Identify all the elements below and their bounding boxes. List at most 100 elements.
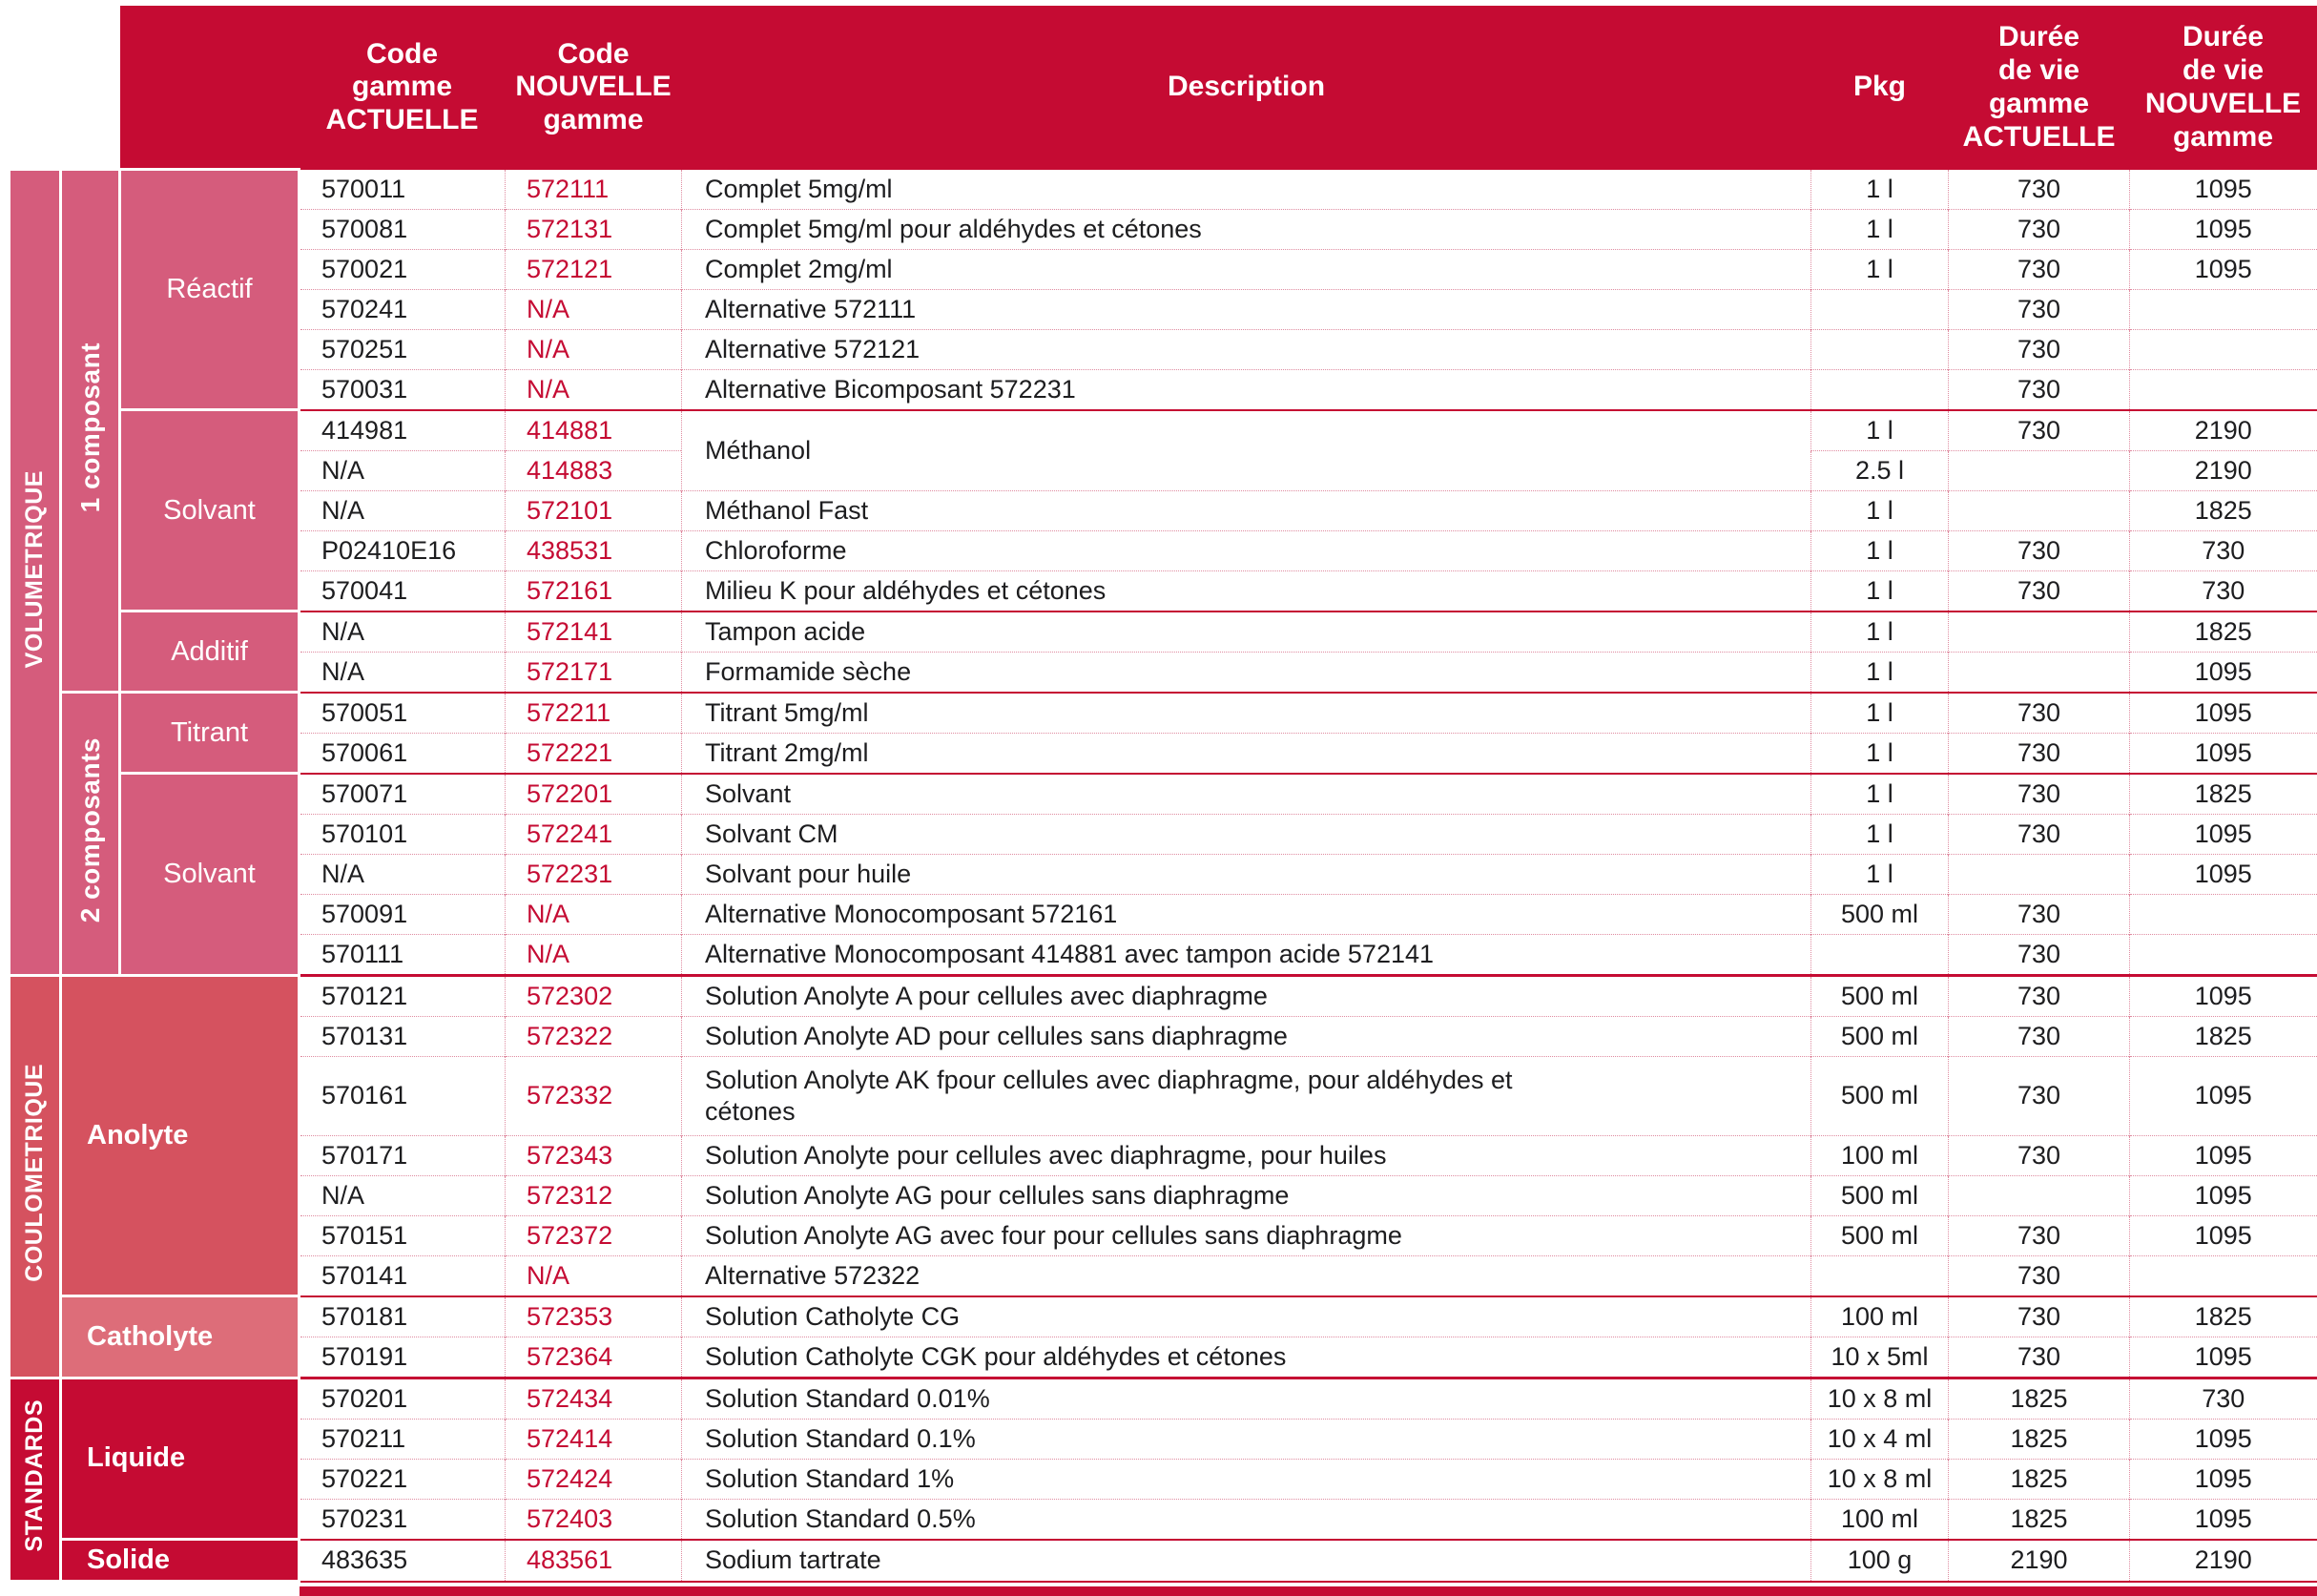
cell-description: Solution Anolyte AD pour cellules sans d… (682, 1016, 1811, 1056)
group-label-text: 2 composants (75, 737, 106, 922)
cell-description: Solution Standard 1% (682, 1459, 1811, 1499)
cell-duree-nouvelle: 1095 (2130, 1215, 2317, 1255)
cell-duree-nouvelle: 1825 (2130, 774, 2317, 815)
cell-description: Complet 2mg/ml (682, 249, 1811, 289)
cell-pkg: 10 x 5ml (1811, 1337, 1949, 1378)
cell-pkg: 1 l (1811, 490, 1949, 530)
cell-description: Alternative Bicomposant 572231 (682, 369, 1811, 410)
cell-duree-actuelle: 730 (1949, 814, 2130, 854)
cell-pkg: 1 l (1811, 530, 1949, 570)
cell-code-actuelle: 570221 (300, 1459, 506, 1499)
cell-code-actuelle: N/A (300, 652, 506, 693)
cell-duree-actuelle: 1825 (1949, 1499, 2130, 1540)
cell-duree-nouvelle: 1095 (2130, 209, 2317, 249)
cell-duree-nouvelle: 1825 (2130, 1296, 2317, 1337)
cell-pkg: 1 l (1811, 774, 1949, 815)
cell-duree-actuelle: 730 (1949, 693, 2130, 734)
col-header-duree-actuelle: Durée de vie gamme ACTUELLE (1949, 6, 2130, 170)
cell-description: Alternative 572111 (682, 289, 1811, 329)
cell-pkg: 500 ml (1811, 894, 1949, 934)
cell-description: Chloroforme (682, 530, 1811, 570)
cell-duree-actuelle: 730 (1949, 170, 2130, 210)
cell-description: Titrant 5mg/ml (682, 693, 1811, 734)
cell-code-nouvelle: 483561 (506, 1540, 682, 1582)
section-label-volumetrique: VOLUMETRIQUE (10, 170, 61, 976)
cell-duree-nouvelle (2130, 894, 2317, 934)
cell-duree-nouvelle: 1095 (2130, 249, 2317, 289)
cell-duree-nouvelle: 1095 (2130, 652, 2317, 693)
cell-description: Solution Standard 0.01% (682, 1378, 1811, 1419)
cell-code-nouvelle: 572161 (506, 570, 682, 611)
cell-code-actuelle: 414981 (300, 410, 506, 451)
cell-code-nouvelle: N/A (506, 894, 682, 934)
cell-pkg: 100 ml (1811, 1135, 1949, 1175)
cell-code-actuelle: 570041 (300, 570, 506, 611)
cell-code-actuelle: 570071 (300, 774, 506, 815)
cell-duree-actuelle: 730 (1949, 570, 2130, 611)
cell-duree-actuelle (1949, 611, 2130, 653)
cell-duree-nouvelle: 1095 (2130, 1459, 2317, 1499)
cell-description: Solution Standard 0.5% (682, 1499, 1811, 1540)
cell-code-actuelle: 570131 (300, 1016, 506, 1056)
cell-pkg: 10 x 4 ml (1811, 1419, 1949, 1459)
cell-code-actuelle: 570101 (300, 814, 506, 854)
cell-duree-actuelle (1949, 1175, 2130, 1215)
footer-bar-left (10, 1586, 300, 1596)
cell-code-nouvelle: N/A (506, 369, 682, 410)
cell-code-nouvelle: 572171 (506, 652, 682, 693)
cell-code-actuelle: 570011 (300, 170, 506, 210)
cell-pkg: 500 ml (1811, 1016, 1949, 1056)
cell-description: Milieu K pour aldéhydes et cétones (682, 570, 1811, 611)
cell-code-actuelle: 570141 (300, 1255, 506, 1296)
type-label-additif: Additif (120, 611, 300, 693)
cell-description: Solution Catholyte CGK pour aldéhydes et… (682, 1337, 1811, 1378)
cell-duree-actuelle: 730 (1949, 289, 2130, 329)
cell-duree-actuelle: 730 (1949, 774, 2130, 815)
cell-duree-actuelle: 2190 (1949, 1540, 2130, 1582)
cell-code-nouvelle: 572343 (506, 1135, 682, 1175)
cell-code-nouvelle: 414883 (506, 450, 682, 490)
cell-description: Solvant (682, 774, 1811, 815)
cell-duree-nouvelle: 1095 (2130, 1056, 2317, 1135)
cell-duree-nouvelle (2130, 369, 2317, 410)
cell-description: Solution Catholyte CG (682, 1296, 1811, 1337)
cell-pkg: 1 l (1811, 733, 1949, 774)
cell-duree-actuelle: 730 (1949, 733, 2130, 774)
cell-code-nouvelle: 572364 (506, 1337, 682, 1378)
cell-duree-actuelle: 730 (1949, 369, 2130, 410)
col-header-description: Description (682, 6, 1811, 170)
cell-duree-actuelle (1949, 490, 2130, 530)
cell-code-nouvelle: 572201 (506, 774, 682, 815)
cell-description: Solution Anolyte AK fpour cellules avec … (682, 1056, 1811, 1135)
cell-code-nouvelle: 572312 (506, 1175, 682, 1215)
cell-code-actuelle: 570241 (300, 289, 506, 329)
cell-pkg: 1 l (1811, 814, 1949, 854)
section-label-text: COULOMETRIQUE (21, 1064, 49, 1282)
col-header-code-actuelle: Code gamme ACTUELLE (300, 6, 506, 170)
cell-description: Alternative Monocomposant 572161 (682, 894, 1811, 934)
cell-description: Formamide sèche (682, 652, 1811, 693)
cell-pkg: 10 x 8 ml (1811, 1459, 1949, 1499)
cell-duree-nouvelle: 1095 (2130, 1175, 2317, 1215)
cell-code-actuelle: N/A (300, 1175, 506, 1215)
cell-code-actuelle: 570201 (300, 1378, 506, 1419)
type-label-solide: Solide (61, 1540, 300, 1582)
cell-duree-actuelle: 1825 (1949, 1459, 2130, 1499)
col-header-pkg: Pkg (1811, 6, 1949, 170)
